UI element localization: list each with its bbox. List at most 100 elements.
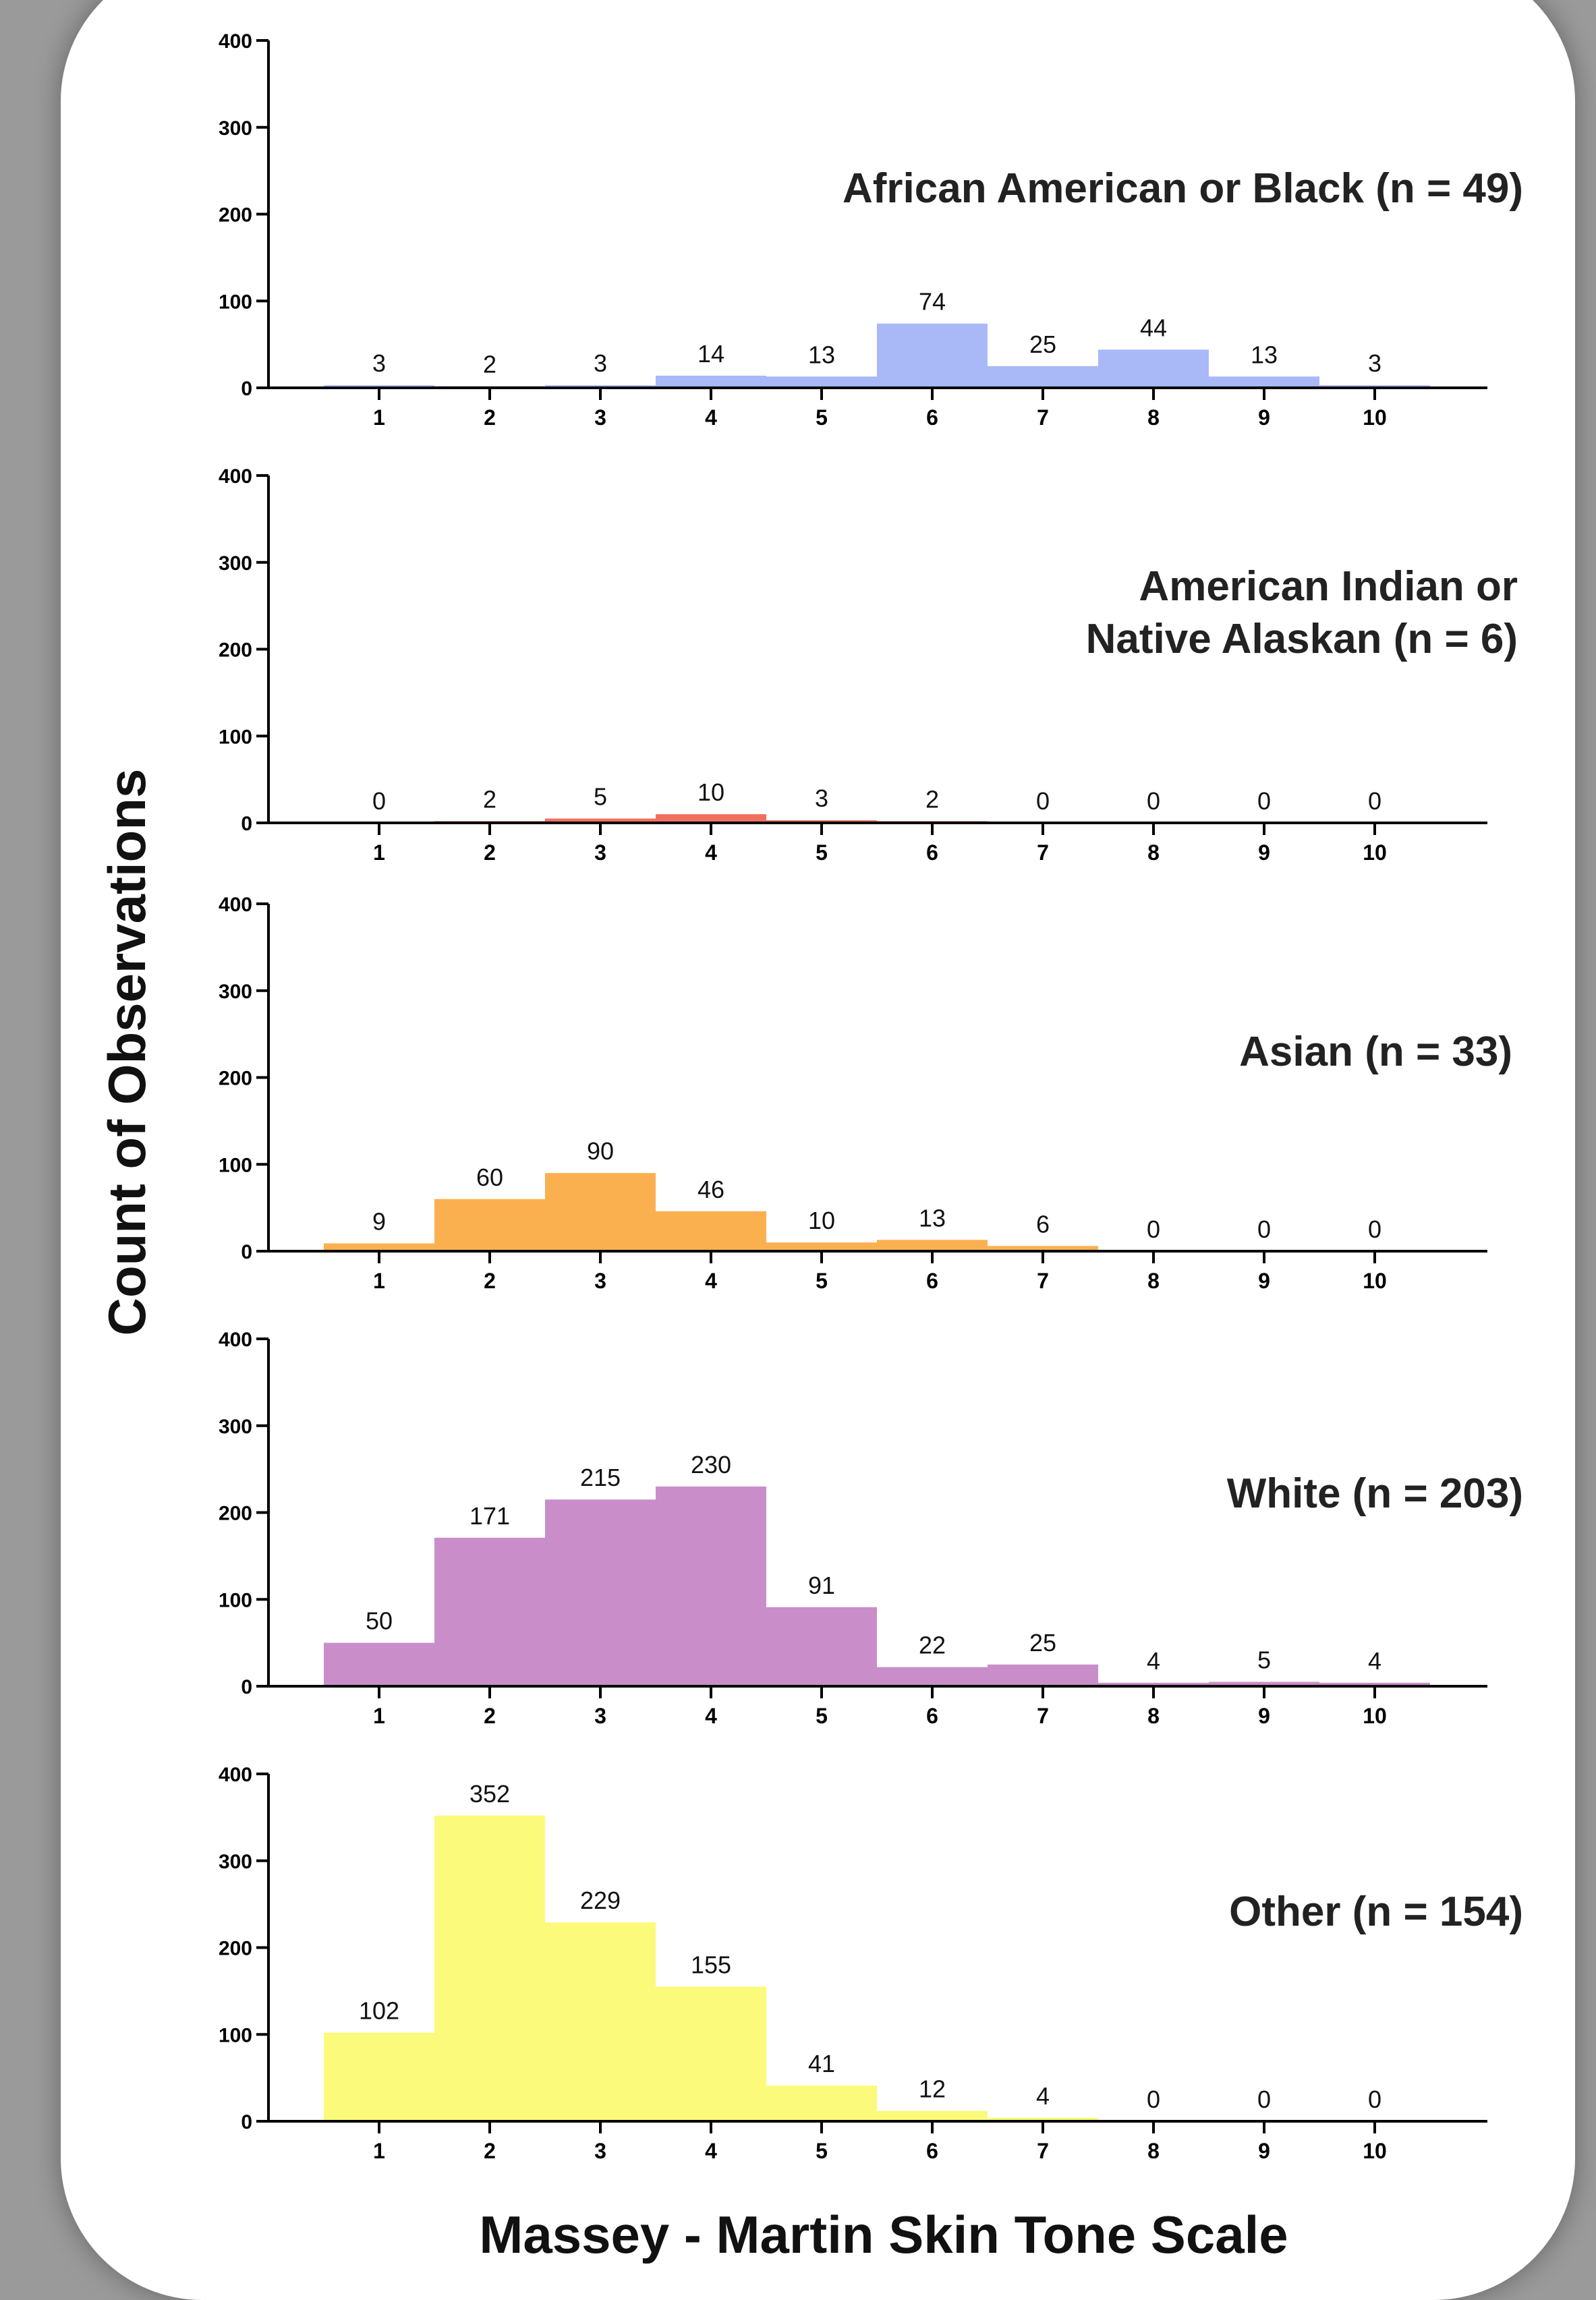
x-tick-label: 5 — [816, 2139, 828, 2163]
x-tick-label: 9 — [1258, 840, 1270, 865]
x-tick-label: 8 — [1147, 1269, 1160, 1293]
bar — [1209, 1681, 1319, 1686]
data-label: 74 — [919, 288, 946, 316]
x-tick-label: 2 — [484, 2139, 496, 2163]
bar — [324, 1642, 434, 1686]
bar — [877, 1667, 988, 1686]
y-tick-label: 200 — [219, 204, 252, 227]
x-tick-label: 7 — [1037, 1704, 1049, 1728]
bar — [545, 1499, 656, 1686]
y-tick-label: 100 — [219, 2024, 252, 2046]
bar — [988, 1246, 1098, 1251]
data-label: 3 — [372, 349, 386, 377]
bar — [1098, 349, 1209, 388]
bar — [877, 323, 988, 388]
panel-1: 0 100 200 300 400 1 2 3 4 5 6 7 8 9 10 3 2 3 14 13 74 25 44 13 3… — [219, 30, 1523, 430]
panel-title: African American or Black (n = 49) — [843, 165, 1523, 212]
data-label: 0 — [1368, 2086, 1381, 2113]
data-label: 229 — [580, 1887, 621, 1914]
x-tick-label: 10 — [1363, 840, 1387, 865]
data-label: 12 — [919, 2075, 946, 2103]
data-label: 0 — [1257, 1215, 1271, 1243]
bar — [656, 1486, 766, 1686]
y-tick-label: 0 — [241, 378, 252, 400]
data-label: 25 — [1029, 330, 1056, 358]
data-label: 22 — [919, 1632, 946, 1659]
data-label: 0 — [1036, 787, 1050, 815]
y-tick-label: 300 — [219, 117, 252, 140]
x-tick-label: 4 — [705, 405, 717, 430]
x-tick-label: 1 — [373, 2139, 385, 2163]
x-tick-label: 4 — [705, 1704, 717, 1728]
y-tick-label: 200 — [219, 639, 252, 662]
data-label: 41 — [808, 2050, 835, 2077]
x-tick-label: 2 — [484, 405, 496, 430]
bar — [988, 2117, 1098, 2121]
data-label: 4 — [1036, 2082, 1050, 2110]
data-label: 4 — [1147, 1647, 1160, 1675]
bar — [434, 1199, 545, 1251]
data-label: 13 — [808, 341, 835, 368]
x-tick-label: 4 — [705, 1269, 717, 1293]
bar — [434, 1537, 545, 1686]
y-tick-label: 200 — [219, 1068, 252, 1090]
data-label: 13 — [919, 1204, 946, 1232]
x-tick-label: 1 — [373, 405, 385, 430]
x-tick-label: 9 — [1258, 2139, 1270, 2163]
bar — [766, 376, 877, 388]
data-label: 0 — [1368, 787, 1381, 815]
x-tick-label: 10 — [1363, 1704, 1387, 1728]
x-tick-label: 3 — [594, 405, 606, 430]
data-label: 2 — [483, 785, 496, 813]
bar — [766, 2086, 877, 2121]
x-tick-label: 3 — [594, 2139, 606, 2163]
y-tick-label: 100 — [219, 291, 252, 313]
y-tick-label: 0 — [241, 813, 252, 835]
x-tick-label: 1 — [373, 840, 385, 865]
data-label: 0 — [1368, 1215, 1381, 1243]
y-tick-label: 400 — [219, 1329, 252, 1351]
x-tick-label: 5 — [816, 1704, 828, 1728]
bar — [545, 1922, 656, 2121]
x-tick-label: 8 — [1147, 840, 1160, 865]
x-tick-label: 10 — [1363, 405, 1387, 430]
x-tick-label: 5 — [816, 1269, 828, 1293]
x-tick-label: 7 — [1037, 405, 1049, 430]
x-tick-label: 8 — [1147, 405, 1160, 430]
bar — [1319, 1682, 1430, 1686]
data-label: 0 — [1257, 2086, 1271, 2113]
bar — [656, 1211, 766, 1251]
bar — [877, 1240, 988, 1251]
x-tick-label: 3 — [594, 840, 606, 865]
data-label: 9 — [372, 1207, 386, 1235]
x-tick-label: 6 — [926, 1269, 938, 1293]
y-tick-label: 200 — [219, 1938, 252, 1960]
data-label: 46 — [697, 1176, 724, 1203]
y-tick-label: 300 — [219, 552, 252, 575]
x-tick-label: 3 — [594, 1704, 606, 1728]
bar — [545, 1173, 656, 1251]
x-tick-label: 5 — [816, 840, 828, 865]
x-tick-label: 10 — [1363, 1269, 1387, 1293]
y-tick-label: 400 — [219, 1764, 252, 1786]
data-label: 6 — [1036, 1210, 1050, 1238]
data-label: 0 — [1257, 787, 1271, 815]
x-tick-label: 6 — [926, 840, 938, 865]
data-label: 60 — [476, 1163, 503, 1191]
data-label: 4 — [1368, 1647, 1381, 1675]
x-tick-label: 7 — [1037, 840, 1049, 865]
bar — [988, 366, 1098, 388]
data-label: 25 — [1029, 1629, 1056, 1657]
x-tick-label: 8 — [1147, 1704, 1160, 1728]
bar — [545, 818, 656, 823]
y-tick-label: 0 — [241, 1676, 252, 1698]
data-label: 215 — [580, 1464, 621, 1491]
x-tick-label: 3 — [594, 1269, 606, 1293]
bar — [324, 1243, 434, 1251]
y-tick-label: 400 — [219, 465, 252, 488]
data-label: 171 — [469, 1502, 510, 1530]
bar — [877, 2110, 988, 2121]
x-tick-label: 2 — [484, 840, 496, 865]
